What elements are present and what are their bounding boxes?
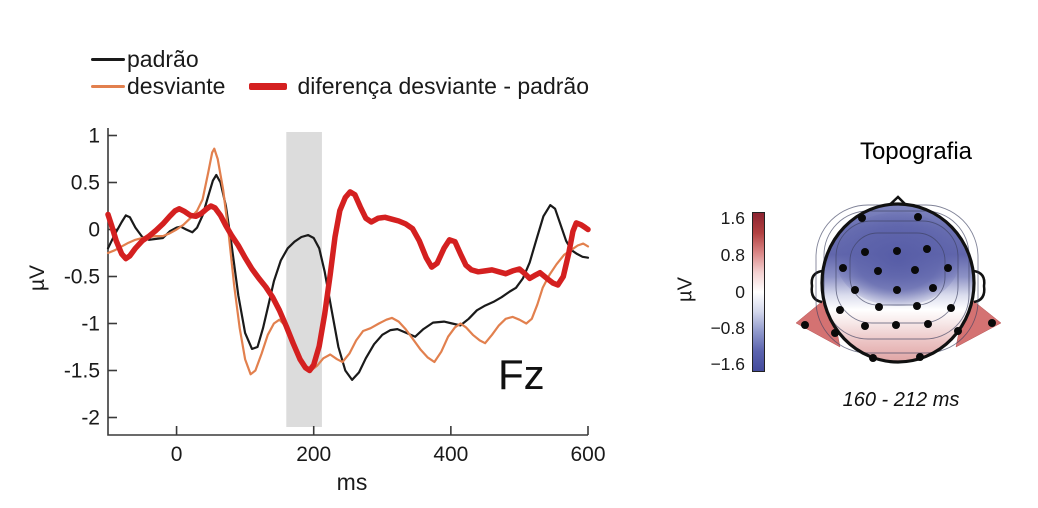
y-tick-label: -0.5 — [64, 266, 100, 289]
y-tick-label: 0.5 — [71, 172, 100, 195]
electrode-dot — [924, 320, 932, 328]
highlight-band — [286, 132, 322, 427]
right-ear — [973, 269, 986, 304]
legend-row-1: padrão — [91, 46, 199, 73]
colorbar-gradient — [752, 212, 765, 372]
time-window-label: 160 - 212 ms — [842, 389, 960, 411]
electrode-dot — [929, 284, 937, 292]
contour-lines — [815, 204, 979, 354]
head-outline — [820, 202, 976, 364]
electrode-dot — [831, 329, 839, 337]
x-tick-label: 600 — [570, 443, 605, 466]
erp-chart-svg: 1 0.5 0 -0.5 -1 -1.5 -2 0 200 400 600 ms µV Fz — [26, 125, 606, 496]
electrode-dot — [911, 266, 919, 274]
electrode-dot — [874, 267, 882, 275]
y-tick-label: -1.5 — [64, 360, 100, 383]
legend-row-2: desviante diferença desviante - padrão — [91, 73, 589, 100]
electrode-dot — [801, 321, 809, 329]
electrode-dot — [875, 303, 883, 311]
left-ear — [810, 269, 823, 304]
y-tick-label: -1 — [81, 313, 100, 336]
electrode-dot — [869, 354, 877, 362]
y-tick-label: 0 — [88, 219, 100, 242]
electrode-dot — [944, 264, 952, 272]
electrode-dot — [892, 321, 900, 329]
electrode-dot — [861, 322, 869, 330]
axes — [107, 128, 588, 436]
channel-label: Fz — [498, 351, 545, 398]
x-axis-label: ms — [337, 469, 368, 495]
electrode-dot — [914, 213, 922, 221]
series-line-padrão — [106, 173, 590, 381]
legend-line-diferenca — [249, 83, 288, 90]
electrode-dot — [861, 248, 869, 256]
legend-label-diferenca: diferença desviante - padrão — [297, 73, 589, 99]
electrode-dot — [851, 286, 859, 294]
colorbar-tick-label: 0.8 — [720, 245, 745, 265]
electrode-dot — [836, 306, 844, 314]
x-tick-label: 200 — [296, 443, 331, 466]
colorbar-tick-label: −0.8 — [710, 318, 745, 338]
y-axis-label: µV — [26, 265, 49, 291]
electrode-dot — [988, 319, 996, 327]
electrode-dot — [923, 245, 931, 253]
electrode-dot — [947, 304, 955, 312]
x-tick-label: 0 — [171, 443, 183, 466]
legend-line-desviante — [91, 85, 125, 88]
legend-label-padrao: padrão — [127, 46, 199, 72]
electrode-dot — [893, 247, 901, 255]
electrode-dot — [916, 353, 924, 361]
colorbar-tick-label: 0 — [735, 282, 745, 302]
topography-head-map — [795, 195, 1002, 364]
electrode-dot — [893, 286, 901, 294]
colorbar-tick-label: −1.6 — [710, 354, 745, 374]
electrode-dot — [858, 214, 866, 222]
colorbar-tick-label: 1.6 — [720, 208, 745, 228]
electrode-dot — [913, 302, 921, 310]
topography-title: Topografia — [859, 138, 973, 165]
series-line-desviante — [106, 147, 590, 376]
y-tick-label: 1 — [88, 125, 100, 148]
x-tick-label: 400 — [433, 443, 468, 466]
series-line-diferença — [105, 189, 591, 374]
legend-label-desviante: desviante — [127, 73, 226, 99]
electrode-dot — [954, 327, 962, 335]
electrode-dot — [839, 264, 847, 272]
y-tick-label: -2 — [81, 407, 100, 430]
legend-line-padrao — [91, 58, 125, 61]
